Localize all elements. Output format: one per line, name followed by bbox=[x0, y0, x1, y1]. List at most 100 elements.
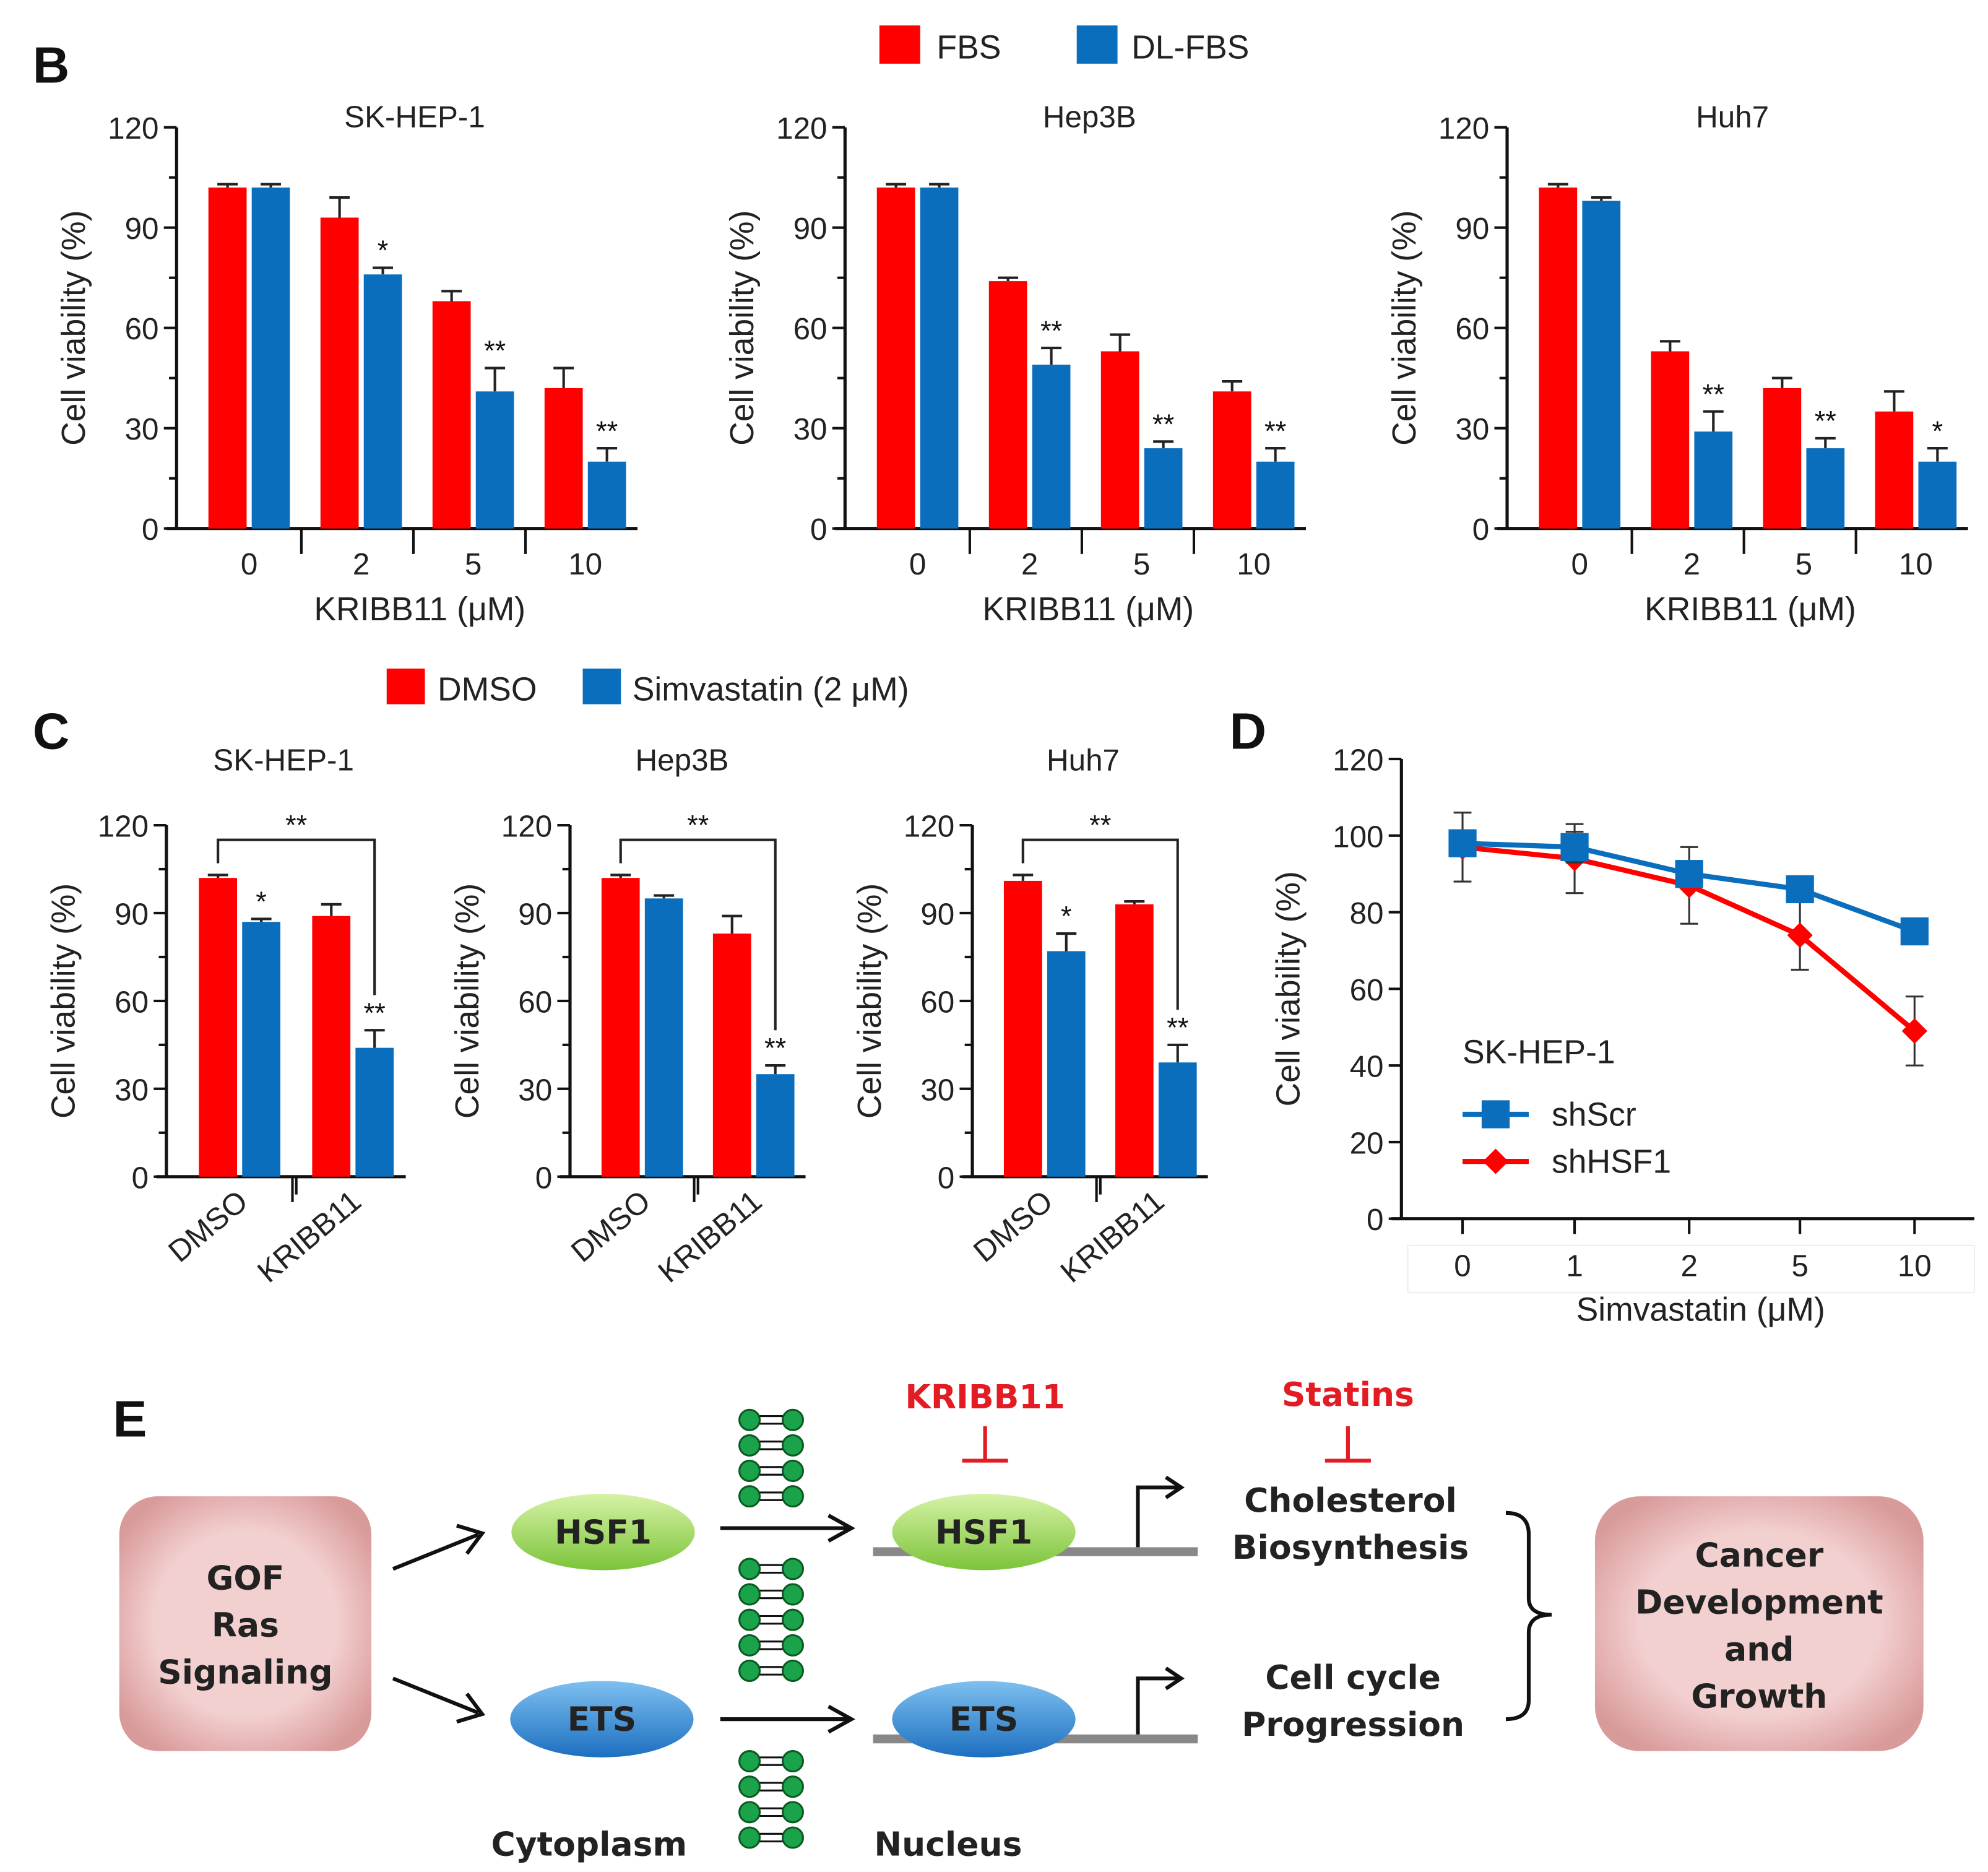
legend-label-fbs: FBS bbox=[936, 30, 1001, 66]
x-tick-label: DMSO bbox=[162, 1184, 254, 1268]
significance-label: ** bbox=[596, 415, 618, 447]
lipid-head bbox=[738, 1583, 761, 1606]
ras-box bbox=[119, 1496, 372, 1751]
bar-red bbox=[1763, 388, 1802, 529]
significance-label: ** bbox=[364, 997, 386, 1029]
bar-blue bbox=[1582, 201, 1621, 529]
panel-label-e: E bbox=[113, 1391, 147, 1447]
x-tick-label: 0 bbox=[909, 547, 926, 581]
y-tick-label: 120 bbox=[1333, 743, 1383, 778]
data-point-square bbox=[1675, 860, 1703, 888]
data-point-diamond bbox=[1901, 1018, 1927, 1044]
x-tick-label: 10 bbox=[1899, 547, 1933, 581]
legend-swatch-simvastatin bbox=[582, 669, 621, 704]
lipid-head bbox=[738, 1558, 761, 1580]
x-tick-label: 0 bbox=[1571, 547, 1588, 581]
ets-cytoplasm bbox=[510, 1681, 694, 1757]
lipid-head bbox=[738, 1459, 761, 1482]
legend-swatch-fbs bbox=[879, 25, 920, 64]
legend-label-shscr: shScr bbox=[1552, 1097, 1636, 1133]
x-tick-label: 5 bbox=[1791, 1249, 1808, 1283]
x-axis-label: Simvastatin (μM) bbox=[1576, 1291, 1825, 1328]
chart-title: SK-HEP-1 bbox=[344, 100, 485, 134]
significance-label: * bbox=[256, 886, 267, 917]
lipid-head bbox=[738, 1659, 761, 1682]
hsf1-cytoplasm-label: HSF1 bbox=[555, 1512, 652, 1551]
x-label-box bbox=[1407, 1244, 1976, 1294]
bar-red bbox=[432, 301, 471, 529]
lipid-head bbox=[781, 1775, 804, 1798]
x-tick-label: 0 bbox=[1454, 1249, 1471, 1283]
significance-label: ** bbox=[484, 335, 506, 366]
significance-bracket bbox=[619, 838, 777, 1031]
y-tick-label: 60 bbox=[920, 985, 954, 1019]
y-tick-label: 90 bbox=[793, 212, 828, 246]
y-tick-label: 0 bbox=[810, 513, 827, 547]
bar-blue bbox=[475, 391, 514, 529]
cancer-label-4: Growth bbox=[1691, 1677, 1827, 1716]
bar-blue bbox=[1256, 461, 1295, 529]
lipid-head bbox=[781, 1826, 804, 1849]
lipid-head bbox=[738, 1775, 761, 1798]
x-tick-label: 5 bbox=[1796, 547, 1812, 581]
y-axis-label: Cell viability (%) bbox=[724, 210, 761, 446]
nuclear-membrane-icon bbox=[738, 1408, 804, 1849]
bar-red bbox=[988, 281, 1027, 529]
chart-b-3: 0 30 60 90 120 Cell viability (%) Huh7 0 ** 2 ** 5 *… bbox=[1386, 100, 1968, 628]
series-shHSF1 bbox=[1450, 812, 1927, 1067]
y-axis-label: Cell viability (%) bbox=[1386, 210, 1423, 446]
legend-label-simvastatin: Simvastatin (2 μM) bbox=[633, 671, 909, 708]
bar-red bbox=[1115, 904, 1154, 1177]
y-tick-label: 100 bbox=[1333, 820, 1383, 854]
lipid-head bbox=[781, 1459, 804, 1482]
y-tick-label: 80 bbox=[1350, 896, 1384, 930]
chart-c-4: 0 30 60 90 120 Cell viability (%) SK-HEP-1 * DMS… bbox=[46, 743, 406, 1289]
significance-bracket bbox=[217, 838, 376, 995]
hsf1-nucleus bbox=[892, 1494, 1076, 1571]
bar-red bbox=[1100, 351, 1139, 529]
y-tick-label: 30 bbox=[920, 1073, 954, 1107]
x-axis-label: KRIBB11 (μM) bbox=[314, 591, 525, 628]
y-tick-label: 30 bbox=[115, 1073, 149, 1107]
y-tick-label: 90 bbox=[920, 897, 954, 931]
bar-blue bbox=[1047, 951, 1086, 1177]
y-tick-label: 30 bbox=[125, 412, 159, 446]
x-tick-label: 10 bbox=[1237, 547, 1271, 581]
lipid-head bbox=[781, 1634, 804, 1657]
legend-b: FBS DL-FBS bbox=[879, 25, 1249, 66]
bar-red bbox=[601, 878, 640, 1177]
bar-red bbox=[712, 934, 751, 1177]
x-tick-label: 5 bbox=[1133, 547, 1150, 581]
data-point-square bbox=[1900, 917, 1929, 946]
lipid-head bbox=[781, 1750, 804, 1773]
y-axis-label: Cell viability (%) bbox=[449, 883, 486, 1119]
lipid-head bbox=[738, 1408, 761, 1431]
statins-label: Statins bbox=[1282, 1375, 1414, 1414]
ets-nucleus bbox=[892, 1681, 1076, 1757]
y-tick-label: 0 bbox=[1472, 513, 1489, 547]
y-tick-label: 90 bbox=[518, 897, 552, 931]
bar-blue bbox=[644, 898, 683, 1177]
significance-label: ** bbox=[1264, 415, 1286, 447]
lipid-head bbox=[738, 1826, 761, 1849]
bar-blue bbox=[355, 1047, 394, 1177]
x-tick-label: 10 bbox=[1898, 1249, 1932, 1283]
ras-label-3: Signaling bbox=[158, 1653, 332, 1692]
chart-b-1: 0 30 60 90 120 Cell viability (%) SK-HEP-1 0 * 2 *… bbox=[56, 100, 637, 628]
y-tick-label: 30 bbox=[518, 1073, 552, 1107]
x-tick-label: KRIBB11 bbox=[251, 1184, 368, 1289]
y-axis-label: Cell viability (%) bbox=[852, 883, 888, 1119]
significance-label: ** bbox=[1152, 409, 1174, 440]
x-tick-label: 2 bbox=[1683, 547, 1700, 581]
lipid-head bbox=[781, 1608, 804, 1631]
y-tick-label: 0 bbox=[535, 1161, 552, 1195]
x-tick-label: 1 bbox=[1566, 1249, 1583, 1283]
data-point-square bbox=[1786, 875, 1814, 904]
legend-label-dlfbs: DL-FBS bbox=[1131, 30, 1249, 66]
y-tick-label: 0 bbox=[1367, 1203, 1383, 1237]
lipid-head bbox=[781, 1801, 804, 1824]
chart-annotation-title: SK-HEP-1 bbox=[1463, 1034, 1615, 1071]
bar-blue bbox=[587, 461, 626, 529]
x-tick-label: 2 bbox=[1680, 1249, 1697, 1283]
